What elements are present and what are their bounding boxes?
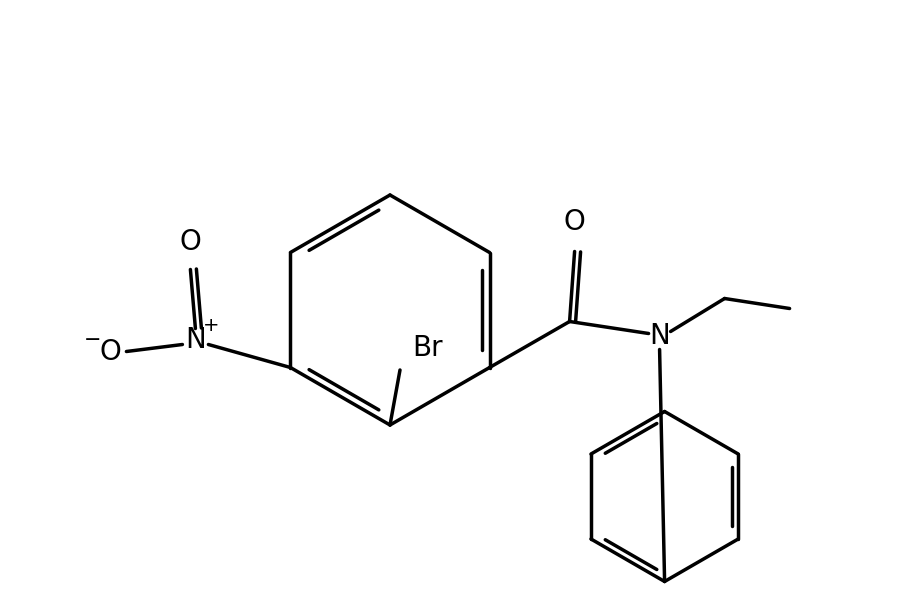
Text: Br: Br <box>412 334 442 362</box>
Text: O: O <box>563 208 585 236</box>
Text: O: O <box>99 337 121 365</box>
Text: −: − <box>84 329 101 349</box>
Text: O: O <box>179 227 201 256</box>
Text: +: + <box>203 316 219 335</box>
Text: N: N <box>649 323 670 350</box>
Text: N: N <box>185 325 206 353</box>
